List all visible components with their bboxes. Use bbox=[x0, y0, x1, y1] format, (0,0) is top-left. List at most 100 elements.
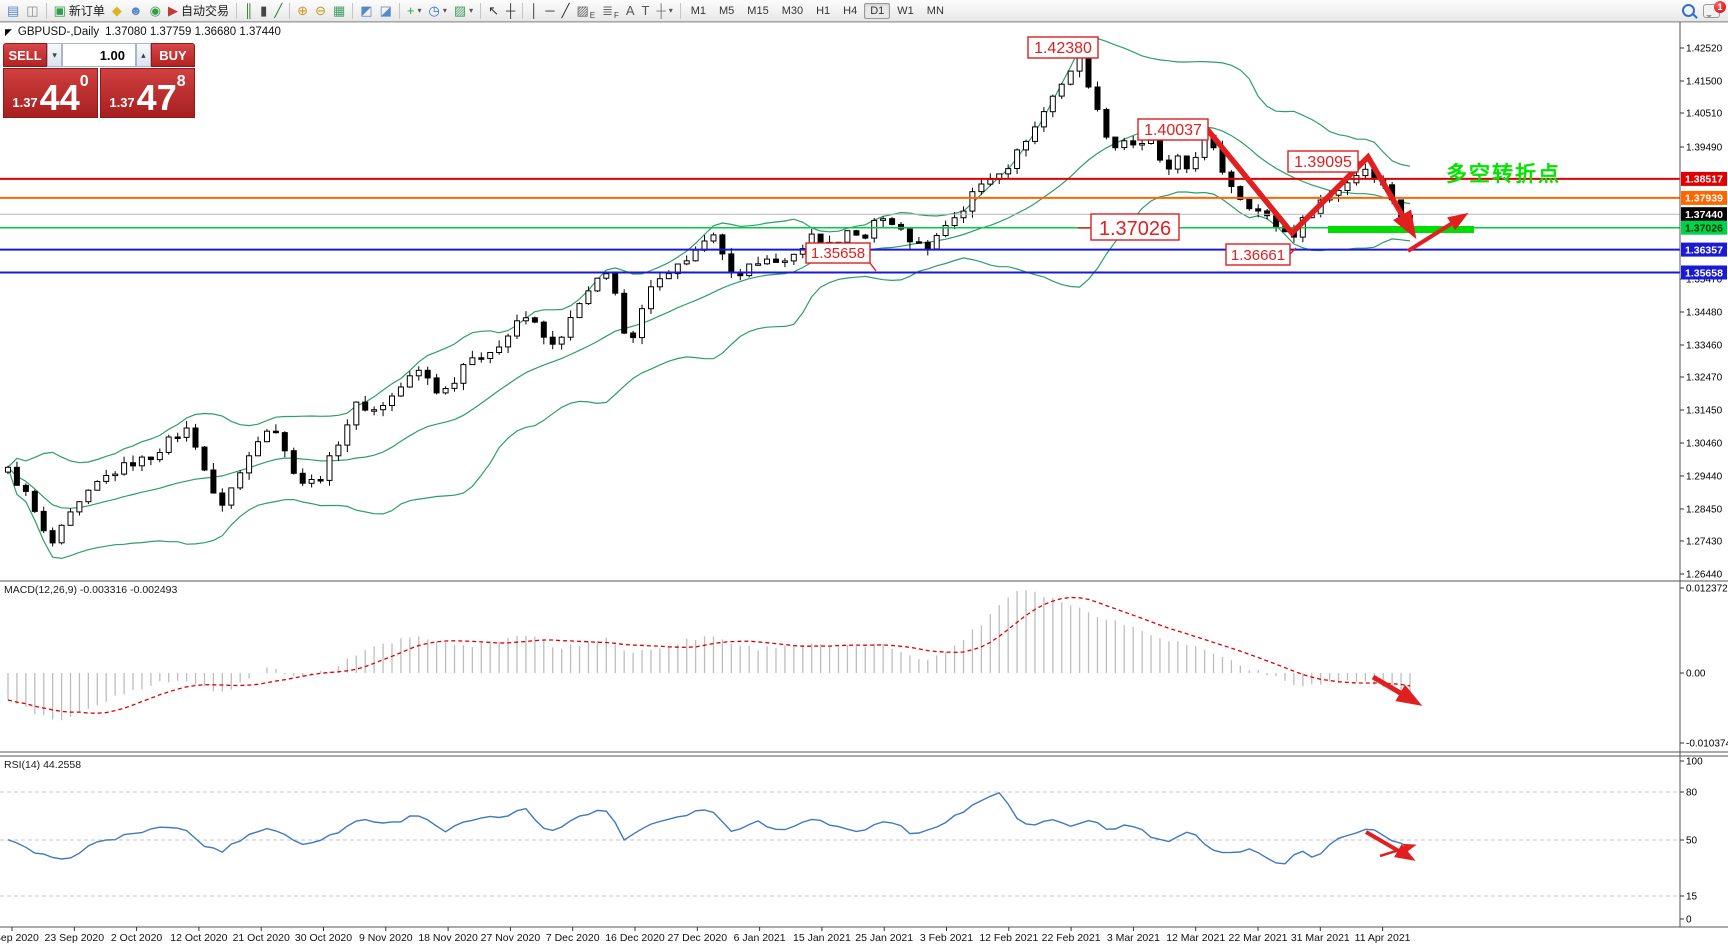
time-tick-label[interactable]: 27 Dec 2020 bbox=[668, 932, 728, 944]
time-tick-label[interactable]: 4 Sep 2020 bbox=[0, 932, 39, 944]
zoom-in-icon[interactable]: ⊕ bbox=[297, 3, 309, 18]
metaeditor-icon[interactable]: ◆ bbox=[111, 3, 122, 18]
rsi-down-arrow-head[interactable] bbox=[1394, 843, 1416, 861]
chevron-down-icon: ▾ bbox=[442, 6, 447, 15]
market-icon[interactable]: ☻ bbox=[128, 3, 143, 18]
pivot-label-1.37026[interactable] bbox=[1090, 213, 1180, 241]
time-tick-label[interactable]: 15 Jan 2021 bbox=[793, 932, 851, 944]
time-tick-label[interactable]: 9 Nov 2020 bbox=[359, 932, 413, 944]
volume-decrease-button[interactable]: ▾ bbox=[47, 43, 62, 67]
breakout-up-arrow-head[interactable] bbox=[1447, 212, 1469, 231]
text-tool[interactable]: A bbox=[625, 3, 635, 18]
buy-button[interactable]: BUY bbox=[150, 43, 195, 67]
candle-body bbox=[94, 481, 101, 491]
trend-zigzag-arrow[interactable] bbox=[1204, 127, 1414, 238]
channel-tool[interactable]: ▨ E bbox=[576, 3, 596, 20]
macd-tick-label: 0.00 bbox=[1686, 669, 1706, 680]
low-label-1.35658[interactable] bbox=[805, 242, 871, 264]
candle-body bbox=[558, 336, 565, 345]
candle-body bbox=[290, 450, 297, 474]
bull-bear-pivot-note[interactable]: 多空转折点 bbox=[1446, 162, 1561, 186]
macd-down-arrow-head[interactable] bbox=[1395, 684, 1423, 706]
candle-body bbox=[460, 364, 467, 384]
bollinger-lower-band[interactable] bbox=[7, 191, 1411, 560]
search-icon[interactable] bbox=[1682, 4, 1695, 17]
volume-increase-button[interactable]: ▴ bbox=[136, 43, 151, 67]
support-line-2-tag bbox=[1681, 265, 1727, 280]
arrows-tool[interactable]: ┼ ▾ bbox=[656, 3, 673, 18]
new-order-button[interactable]: ▣ 新订单 bbox=[53, 3, 105, 18]
high-label-1.40037-text: 1.40037 bbox=[1144, 122, 1202, 139]
chart-shift-icon[interactable]: ◪ bbox=[379, 3, 392, 18]
time-tick-label[interactable]: 18 Nov 2020 bbox=[418, 932, 478, 944]
timeframe-mn-button[interactable]: MN bbox=[926, 4, 944, 17]
bar-chart-icon[interactable]: ║ bbox=[243, 3, 254, 18]
timeframe-d1-button[interactable]: D1 bbox=[864, 2, 891, 19]
time-tick-label[interactable]: 21 Oct 2020 bbox=[233, 932, 290, 944]
timeframe-m15-button[interactable]: M15 bbox=[747, 4, 769, 17]
timeframe-m1-button[interactable]: M1 bbox=[690, 4, 707, 17]
crosshair-tool[interactable]: ┼ bbox=[506, 3, 516, 18]
high-label-1.39095[interactable] bbox=[1287, 150, 1359, 173]
time-tick-label[interactable]: 11 Apr 2021 bbox=[1355, 932, 1411, 944]
timeframe-w1-button[interactable]: W1 bbox=[897, 4, 914, 17]
hline-tool[interactable]: ─ bbox=[545, 3, 555, 18]
charts-tile-icon[interactable]: ▤ bbox=[7, 3, 20, 18]
time-tick-label[interactable]: 27 Nov 2020 bbox=[481, 932, 541, 944]
time-tick-label[interactable]: 23 Sep 2020 bbox=[45, 932, 105, 944]
auto-scroll-icon[interactable]: ◩ bbox=[360, 3, 373, 18]
trendline-tool[interactable]: ╱ bbox=[561, 3, 570, 18]
candle-body bbox=[469, 357, 476, 366]
time-tick-label[interactable]: 3 Mar 2021 bbox=[1107, 932, 1160, 944]
label-tool[interactable]: T bbox=[641, 3, 650, 18]
time-tick-label[interactable]: 6 Jan 2021 bbox=[734, 932, 786, 944]
time-tick-label[interactable]: 25 Jan 2021 bbox=[855, 932, 913, 944]
timeframe-h1-button[interactable]: H1 bbox=[816, 4, 831, 17]
support-zone-bar[interactable] bbox=[1328, 226, 1474, 233]
high-label-1.42380[interactable] bbox=[1027, 36, 1099, 59]
price-tick-label: 1.42520 bbox=[1686, 44, 1723, 55]
time-tick-label[interactable]: 2 Oct 2020 bbox=[111, 932, 163, 944]
low-label-1.36661[interactable] bbox=[1225, 243, 1291, 266]
time-tick-label[interactable]: 22 Mar 2021 bbox=[1229, 932, 1288, 944]
bollinger-middle-band[interactable] bbox=[7, 126, 1411, 509]
time-tick-label[interactable]: 16 Dec 2020 bbox=[605, 932, 665, 944]
notifications-icon[interactable]: 1 bbox=[1703, 0, 1726, 18]
time-tick-label[interactable]: 30 Oct 2020 bbox=[295, 932, 352, 944]
fibonacci-tool[interactable]: ≣ F bbox=[602, 3, 619, 20]
profiles-icon[interactable]: ◫ bbox=[26, 3, 39, 18]
time-tick-label[interactable]: 12 Feb 2021 bbox=[979, 932, 1038, 944]
volume-input[interactable] bbox=[62, 43, 136, 67]
timeframe-m5-button[interactable]: M5 bbox=[719, 4, 735, 17]
trend-zigzag-arrow-head[interactable] bbox=[1393, 209, 1417, 240]
rsi-bounce-stroke-head[interactable] bbox=[1402, 843, 1417, 853]
time-tick-label[interactable]: 3 Feb 2021 bbox=[920, 932, 973, 944]
bollinger-upper-band[interactable] bbox=[7, 37, 1411, 468]
template-button[interactable]: ▨ ▾ bbox=[453, 3, 474, 18]
time-tick-label[interactable]: 22 Feb 2021 bbox=[1042, 932, 1101, 944]
line-chart-icon[interactable]: ╱ bbox=[274, 3, 283, 18]
candle-body bbox=[31, 490, 38, 512]
time-tick-label[interactable]: 7 Dec 2020 bbox=[546, 932, 600, 944]
sell-price[interactable]: 1.37 44 0 bbox=[3, 68, 98, 118]
candlestick-chart-icon[interactable]: ▮ bbox=[260, 3, 268, 18]
rsi-tick-label: 80 bbox=[1686, 788, 1698, 799]
time-tick-label[interactable]: 31 Mar 2021 bbox=[1291, 932, 1350, 944]
zoom-out-icon[interactable]: ⊖ bbox=[315, 3, 326, 18]
high-label-1.40037[interactable] bbox=[1137, 118, 1209, 141]
signals-icon[interactable]: ◉ bbox=[149, 3, 161, 18]
timeframe-m30-button[interactable]: M30 bbox=[781, 4, 804, 17]
sell-button[interactable]: SELL bbox=[3, 43, 48, 67]
time-tick-label[interactable]: 12 Oct 2020 bbox=[170, 932, 227, 944]
add-indicator-button[interactable]: + ▾ bbox=[406, 3, 422, 18]
period-button[interactable]: ◷ ▾ bbox=[428, 3, 447, 18]
autotrading-button[interactable]: ▶ 自动交易 bbox=[167, 3, 229, 18]
cursor-tool[interactable]: ↖ bbox=[488, 3, 500, 18]
tile-windows-icon[interactable]: ▦ bbox=[332, 3, 346, 18]
timeframe-h4-button[interactable]: H4 bbox=[843, 4, 858, 17]
vline-tool[interactable]: │ bbox=[530, 3, 539, 18]
candle-body bbox=[978, 183, 985, 193]
buy-price[interactable]: 1.37 47 8 bbox=[100, 68, 195, 118]
time-tick-label[interactable]: 12 Mar 2021 bbox=[1166, 932, 1225, 944]
